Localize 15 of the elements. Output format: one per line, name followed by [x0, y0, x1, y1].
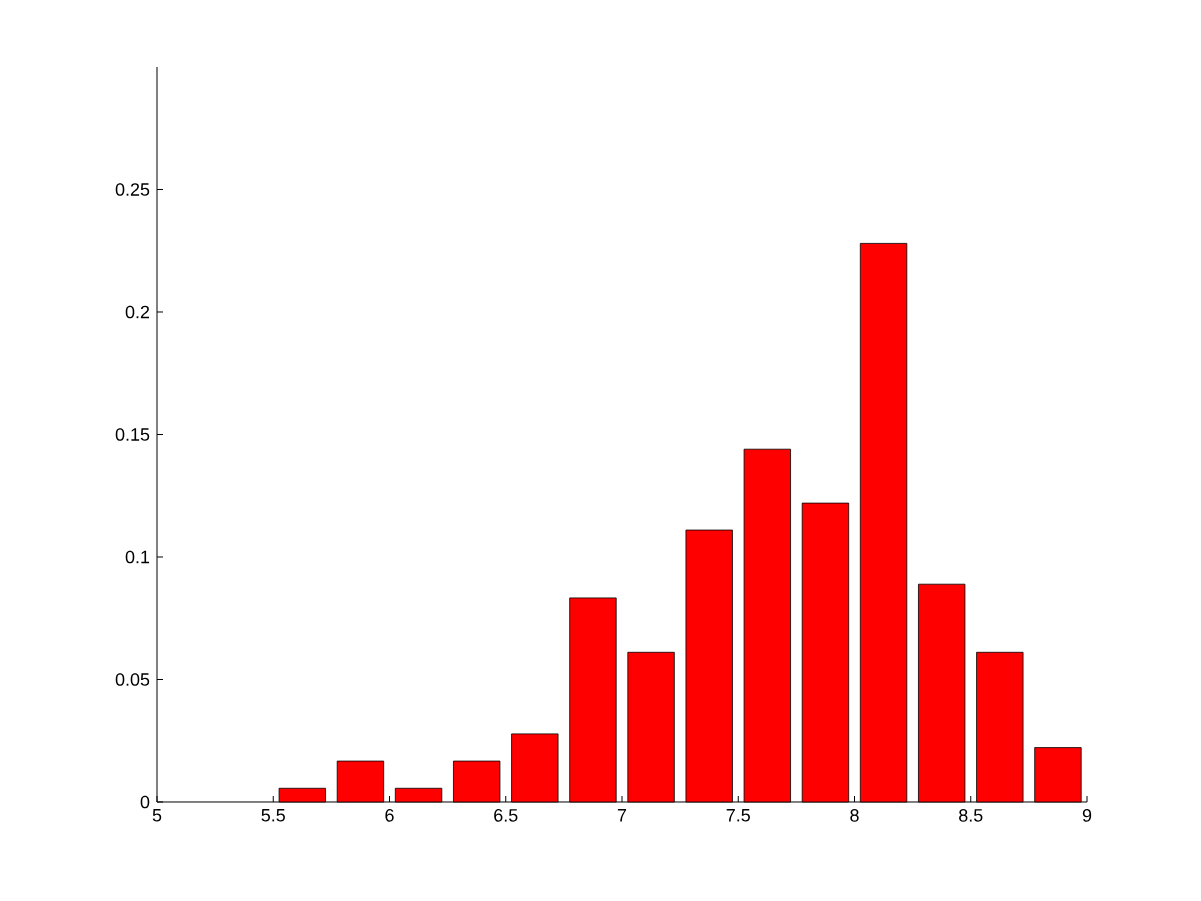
x-tick-label: 7.5 — [726, 809, 750, 822]
x-tick-label: 6.5 — [494, 809, 518, 822]
x-tick-label: 8.5 — [959, 809, 983, 822]
x-tick-label: 7 — [617, 809, 627, 822]
y-tick-label: 0.15 — [115, 428, 150, 441]
y-tick-label: 0.05 — [115, 673, 150, 686]
x-tick-label: 5 — [152, 809, 162, 822]
y-tick-label: 0.25 — [115, 183, 150, 196]
x-tick-label: 9 — [1082, 809, 1092, 822]
x-tick-label: 6 — [385, 809, 394, 822]
y-tick-label: 0 — [140, 795, 150, 809]
y-tick-label: 0.2 — [125, 305, 150, 319]
y-tick-label: 0.1 — [125, 550, 150, 564]
x-tick-label: 8 — [850, 809, 859, 822]
x-tick-label: 5.5 — [261, 809, 285, 822]
